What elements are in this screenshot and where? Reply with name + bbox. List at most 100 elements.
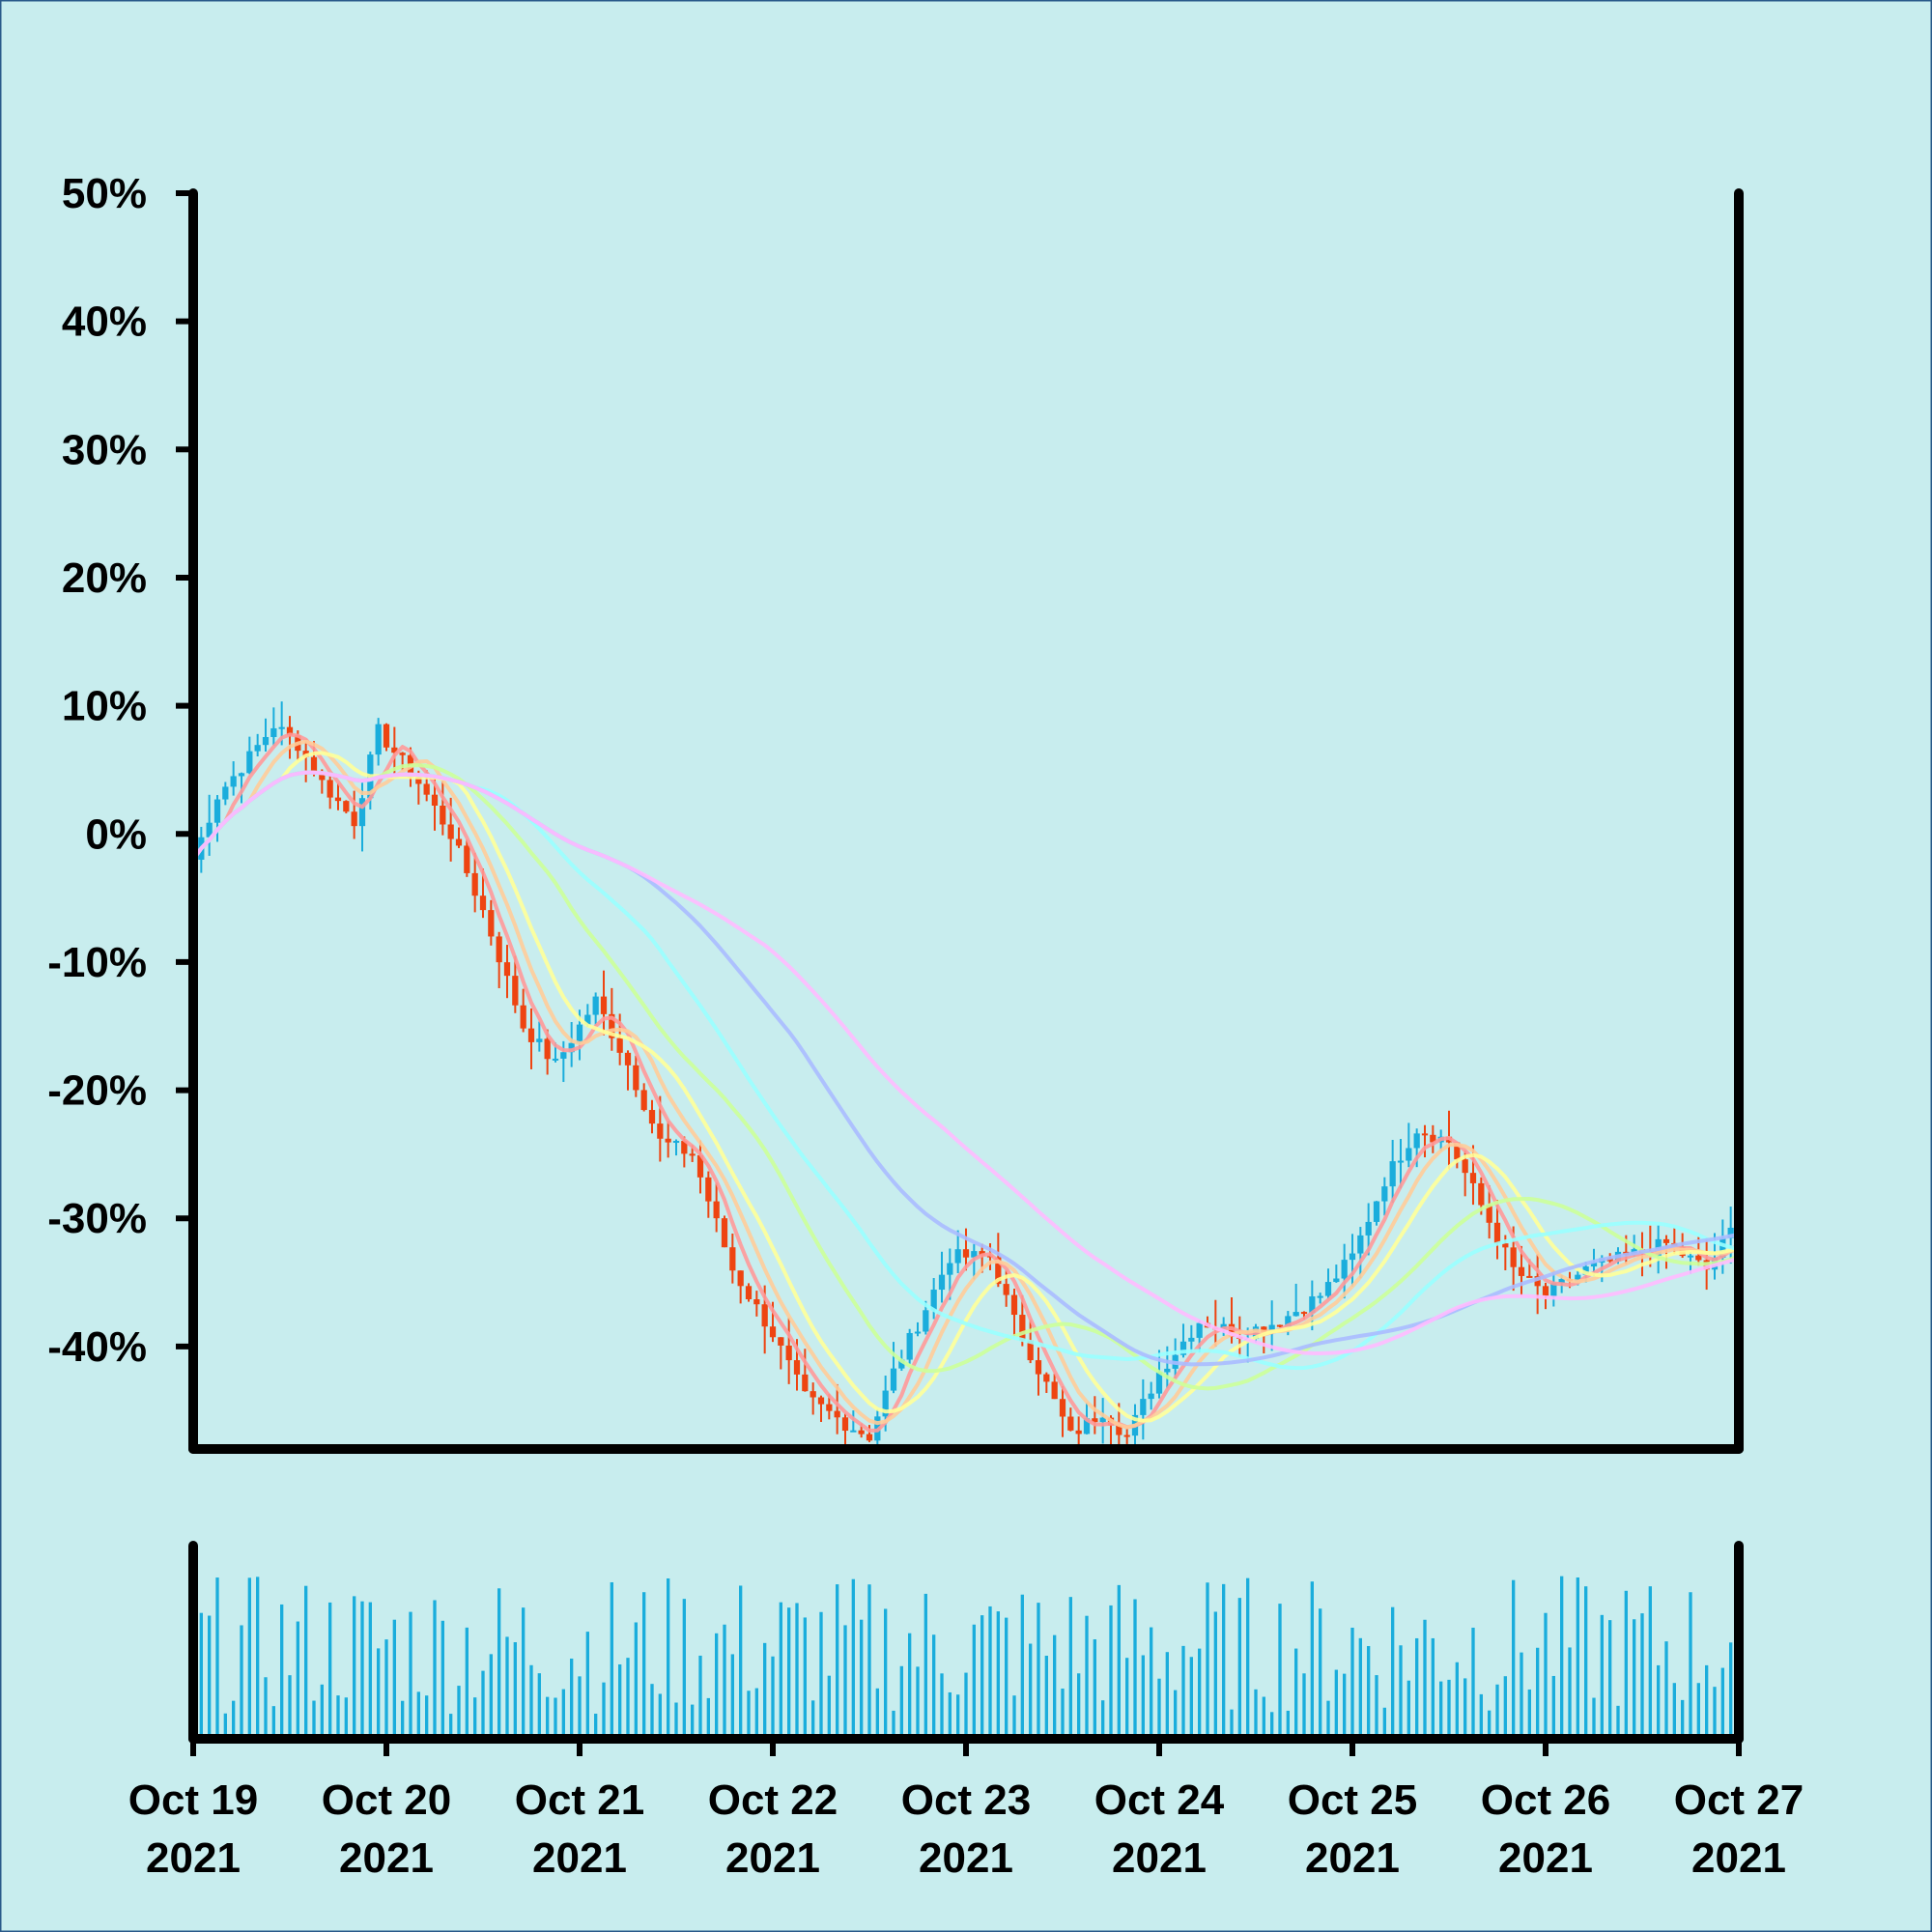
x-tick-year-label: 2021 xyxy=(1112,1834,1207,1882)
candle-up xyxy=(1148,1393,1154,1400)
volume-bar xyxy=(642,1592,646,1739)
volume-bar xyxy=(1350,1627,1354,1739)
candle-down xyxy=(721,1218,728,1248)
candle-up xyxy=(1550,1283,1557,1296)
volume-bar xyxy=(948,1691,952,1739)
moving-average-line xyxy=(191,739,1740,1430)
volume-bar xyxy=(1560,1576,1564,1739)
volume-bar xyxy=(215,1577,219,1739)
volume-bar xyxy=(336,1695,340,1739)
volume-bar xyxy=(473,1697,477,1739)
volume-bars xyxy=(191,1576,1741,1739)
candle-down xyxy=(351,811,357,827)
volume-bar xyxy=(416,1691,420,1739)
volume-bar xyxy=(312,1700,316,1739)
candle-down xyxy=(1051,1381,1058,1400)
candle-down xyxy=(962,1249,970,1258)
volume-bar xyxy=(1406,1680,1410,1739)
volume-bar xyxy=(1399,1645,1403,1739)
volume-bar xyxy=(546,1696,550,1739)
volume-bar xyxy=(1415,1637,1419,1739)
volume-bar xyxy=(425,1695,429,1739)
volume-bar xyxy=(1222,1583,1226,1739)
volume-bar xyxy=(1616,1705,1620,1739)
volume-bar xyxy=(1157,1678,1161,1739)
candle-down xyxy=(471,872,478,896)
candle-up xyxy=(1719,1237,1726,1258)
candle-up xyxy=(375,724,382,755)
candle-down xyxy=(527,1028,535,1042)
volume-bar xyxy=(271,1706,275,1739)
candle-down xyxy=(640,1090,647,1111)
volume-bar xyxy=(232,1700,236,1739)
volume-bar xyxy=(522,1607,526,1739)
candle-up xyxy=(914,1331,922,1334)
y-tick-label: -40% xyxy=(47,1323,147,1371)
volume-bar xyxy=(875,1688,879,1739)
candle-down xyxy=(681,1141,688,1154)
candle-up xyxy=(1582,1266,1589,1275)
volume-bar xyxy=(739,1585,743,1739)
candle-down xyxy=(817,1397,825,1405)
candle-up xyxy=(1083,1418,1091,1435)
volume-bar xyxy=(1262,1696,1265,1739)
y-tick-label: -30% xyxy=(47,1195,147,1242)
volume-bar xyxy=(706,1697,710,1739)
candle-down xyxy=(1695,1255,1702,1261)
candle-down xyxy=(1542,1286,1549,1296)
volume-bar xyxy=(1551,1675,1555,1739)
candle-down xyxy=(440,805,446,825)
volume-bar xyxy=(1206,1582,1209,1739)
candle-up xyxy=(1293,1312,1299,1317)
volume-bar xyxy=(754,1688,758,1739)
volume-bar xyxy=(1681,1699,1685,1739)
candle-up xyxy=(1349,1253,1356,1261)
volume-bar xyxy=(433,1600,437,1739)
candle-up xyxy=(1687,1255,1694,1258)
volume-bar xyxy=(1592,1697,1596,1739)
candle-down xyxy=(1430,1134,1436,1143)
volume-bar xyxy=(803,1617,807,1739)
candle-down xyxy=(423,783,430,795)
volume-bar xyxy=(634,1622,638,1739)
candle-up xyxy=(1413,1133,1420,1149)
volume-bar xyxy=(513,1642,517,1739)
candle-down xyxy=(979,1251,985,1256)
volume-bar xyxy=(280,1604,284,1739)
volume-bar xyxy=(1520,1652,1523,1739)
volume-bar xyxy=(1012,1695,1016,1739)
candle-up xyxy=(560,1052,567,1059)
y-tick-label: 50% xyxy=(62,170,147,217)
candle-down xyxy=(609,1013,615,1038)
candle-down xyxy=(1116,1425,1122,1435)
volume-bar xyxy=(1294,1648,1298,1739)
volume-bar xyxy=(1584,1586,1588,1739)
volume-bar xyxy=(1141,1655,1145,1739)
volume-bar xyxy=(1343,1673,1347,1739)
volume-bar xyxy=(1640,1613,1644,1739)
y-tick-label: 0% xyxy=(85,810,147,858)
candle-up xyxy=(890,1368,897,1391)
candle-up xyxy=(1397,1160,1405,1163)
volume-bar xyxy=(208,1615,212,1739)
volume-bar xyxy=(667,1577,670,1739)
y-tick-label: 10% xyxy=(62,683,147,730)
volume-bar xyxy=(1093,1639,1096,1739)
candle-up xyxy=(278,726,285,729)
volume-bar xyxy=(288,1675,292,1739)
candle-up xyxy=(584,1014,591,1025)
volume-bar xyxy=(409,1611,412,1739)
y-axis-ticks: 50% 40% 30% 20% 10% 0% -10% -20% -30% -40% xyxy=(47,170,193,1371)
candle-down xyxy=(391,747,398,753)
volume-bar xyxy=(481,1670,485,1739)
volume-bar xyxy=(1237,1598,1241,1739)
candle-down xyxy=(1092,1418,1098,1423)
candle-down xyxy=(479,895,487,911)
volume-bar xyxy=(1391,1606,1395,1739)
x-tick-year-label: 2021 xyxy=(532,1834,627,1882)
volume-bar xyxy=(1319,1608,1322,1739)
volume-bar xyxy=(988,1605,992,1739)
volume-bar xyxy=(457,1686,461,1739)
volume-bar xyxy=(867,1584,871,1739)
